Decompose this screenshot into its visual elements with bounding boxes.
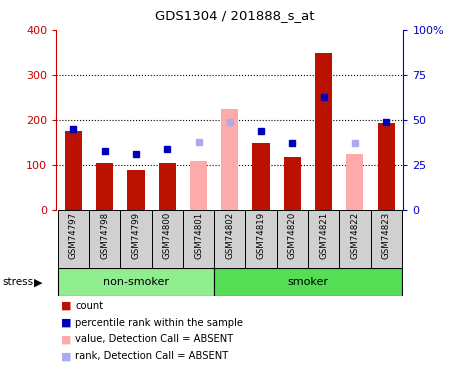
Text: stress: stress	[2, 277, 33, 287]
Text: ■: ■	[61, 334, 71, 344]
Bar	[65, 131, 82, 210]
Bar	[346, 154, 363, 210]
Bar	[214, 210, 245, 268]
Bar	[128, 170, 144, 210]
Bar	[151, 210, 183, 268]
Bar	[315, 53, 332, 210]
Text: GSM74819: GSM74819	[257, 212, 265, 259]
Bar	[245, 210, 277, 268]
Text: ■: ■	[61, 318, 71, 327]
Bar	[159, 163, 176, 210]
Bar	[371, 210, 402, 268]
Bar	[221, 109, 238, 210]
Text: count: count	[75, 301, 103, 310]
Bar	[284, 157, 301, 210]
Text: GSM74799: GSM74799	[131, 212, 141, 259]
Text: ■: ■	[61, 351, 71, 361]
Text: GSM74798: GSM74798	[100, 212, 109, 259]
Bar	[378, 123, 395, 210]
Text: GSM74800: GSM74800	[163, 212, 172, 259]
Bar	[339, 210, 371, 268]
Text: GSM74797: GSM74797	[69, 212, 78, 259]
Text: GSM74820: GSM74820	[288, 212, 297, 259]
Text: GDS1304 / 201888_s_at: GDS1304 / 201888_s_at	[155, 9, 314, 22]
Bar	[58, 210, 89, 268]
Text: GSM74802: GSM74802	[225, 212, 234, 259]
Text: non-smoker: non-smoker	[103, 277, 169, 287]
Bar	[252, 143, 270, 210]
Text: ▶: ▶	[34, 277, 42, 287]
Bar	[277, 210, 308, 268]
Bar	[183, 210, 214, 268]
Bar	[308, 210, 339, 268]
Text: value, Detection Call = ABSENT: value, Detection Call = ABSENT	[75, 334, 233, 344]
Text: GSM74801: GSM74801	[194, 212, 203, 259]
Bar	[96, 163, 113, 210]
Bar	[121, 210, 151, 268]
Text: GSM74822: GSM74822	[350, 212, 359, 259]
Text: GSM74821: GSM74821	[319, 212, 328, 259]
Bar	[89, 210, 121, 268]
Bar	[190, 161, 207, 210]
Text: ■: ■	[61, 301, 71, 310]
Text: GSM74823: GSM74823	[382, 212, 391, 259]
Bar	[214, 268, 402, 296]
Bar	[58, 268, 214, 296]
Text: percentile rank within the sample: percentile rank within the sample	[75, 318, 243, 327]
Text: smoker: smoker	[287, 277, 328, 287]
Text: rank, Detection Call = ABSENT: rank, Detection Call = ABSENT	[75, 351, 228, 361]
